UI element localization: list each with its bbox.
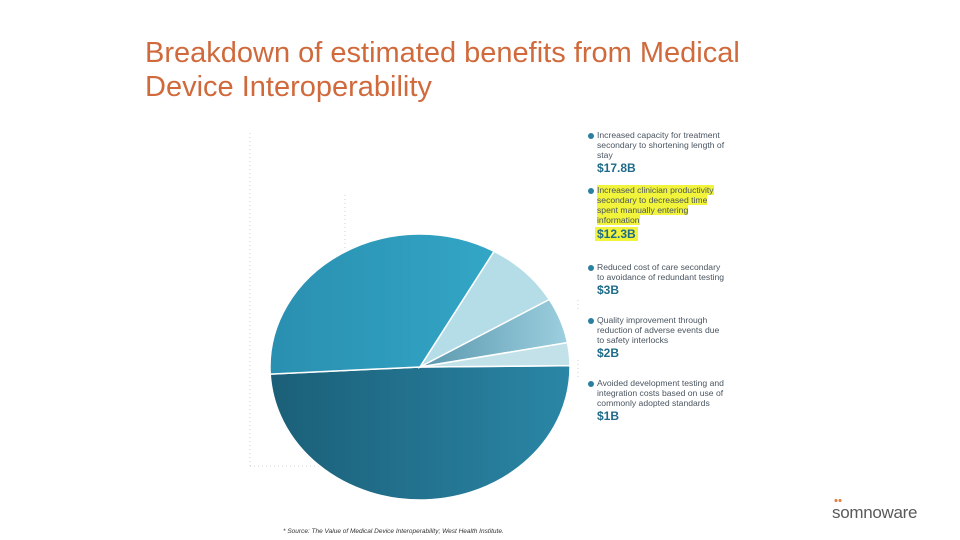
legend-value: $1B bbox=[597, 409, 620, 423]
legend-item: Increased capacity for treatment seconda… bbox=[588, 130, 728, 175]
legend-value: $2B bbox=[597, 346, 620, 360]
legend-bullet-icon bbox=[588, 318, 594, 324]
source-footnote: * Source: The Value of Medical Device In… bbox=[283, 528, 504, 535]
pie-slice bbox=[269, 364, 571, 501]
title-line-2: Device Interoperability bbox=[145, 71, 432, 103]
guide-lines bbox=[249, 133, 579, 467]
title-line-1: Breakdown of estimated benefits from Med… bbox=[145, 37, 740, 69]
legend-bullet-icon bbox=[588, 188, 594, 194]
slide-title: Breakdown of estimated benefits from Med… bbox=[145, 36, 865, 104]
pie-slice bbox=[419, 341, 571, 368]
logo-mark-icon bbox=[834, 499, 842, 502]
legend-value: $12.3B bbox=[595, 227, 638, 241]
legend-item: Quality improvement through reduction of… bbox=[588, 315, 728, 360]
pie-slice bbox=[269, 233, 496, 375]
legend-value: $3B bbox=[597, 283, 620, 297]
legend-item: Avoided development testing and integrat… bbox=[588, 378, 728, 423]
legend-item: Increased clinician productivity seconda… bbox=[588, 185, 728, 243]
legend-label: Reduced cost of care secondary to avoida… bbox=[597, 262, 725, 282]
legend-label: Quality improvement through reduction of… bbox=[597, 315, 720, 345]
legend-bullet-icon bbox=[588, 381, 594, 387]
pie-slices bbox=[269, 233, 571, 501]
legend-bullet-icon bbox=[588, 265, 594, 271]
legend-item: Reduced cost of care secondary to avoida… bbox=[588, 262, 728, 297]
company-logo: somnoware bbox=[832, 503, 918, 522]
legend-label: Increased capacity for treatment seconda… bbox=[597, 130, 725, 160]
legend-label: Avoided development testing and integrat… bbox=[597, 378, 724, 408]
legend-value: $17.8B bbox=[597, 161, 636, 175]
legend-label: Increased clinician productivity seconda… bbox=[597, 185, 714, 225]
legend-bullet-icon bbox=[588, 133, 594, 139]
